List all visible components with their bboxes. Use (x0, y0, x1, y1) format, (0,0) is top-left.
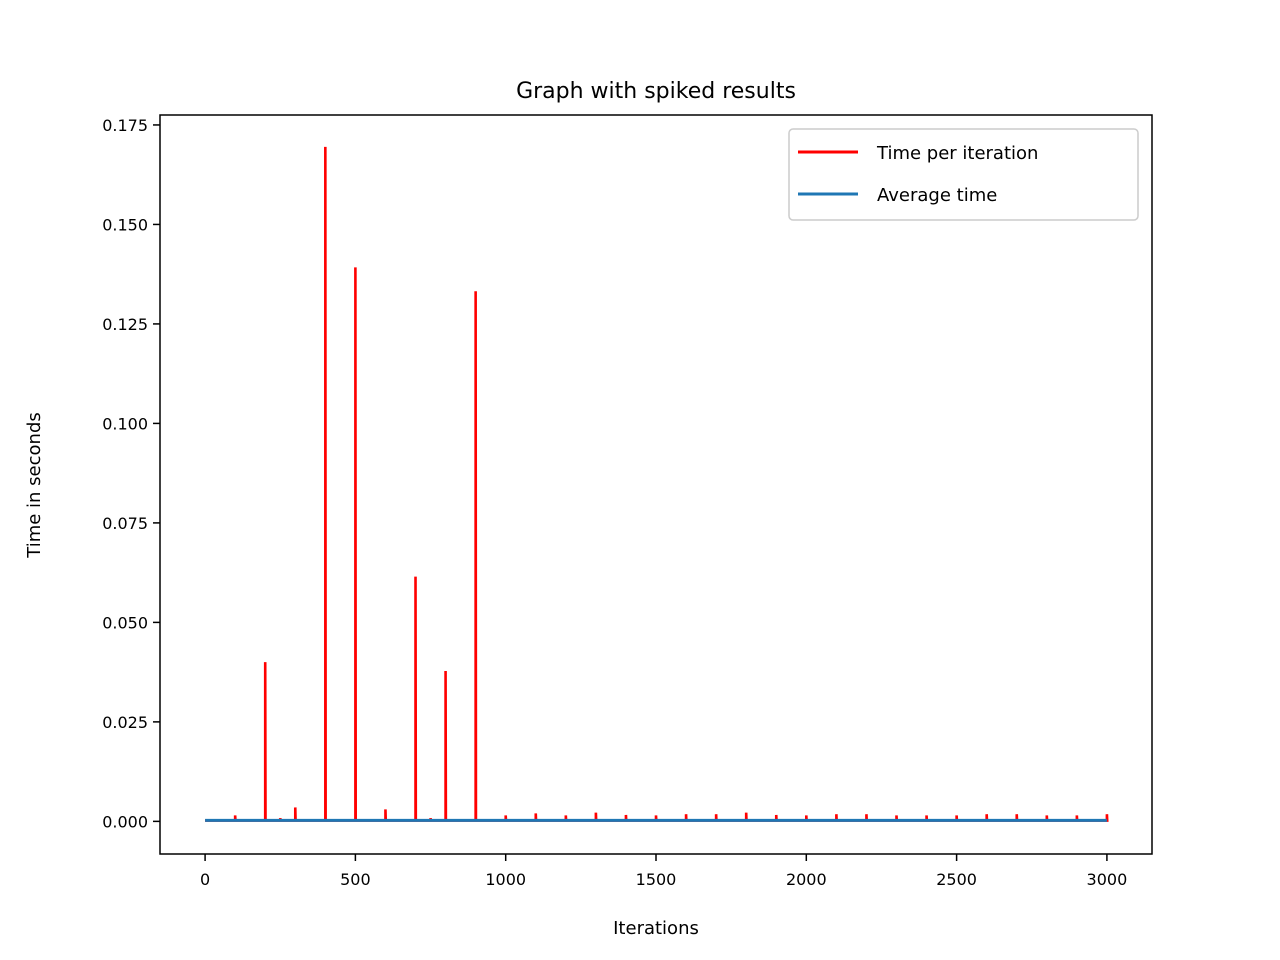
y-axis: 0.000 0.025 0.050 0.075 0.100 0.125 0.150 0.175 (102, 116, 160, 831)
y-tick-label: 0.000 (102, 812, 148, 831)
chart-title: Graph with spiked results (516, 79, 796, 104)
legend-label-time-per-iteration: Time per iteration (876, 143, 1038, 164)
legend-box (788, 128, 1139, 221)
plot-lines (205, 146, 1109, 822)
x-tick-label: 2000 (786, 870, 827, 889)
x-tick-label: 500 (340, 870, 371, 889)
y-tick-label: 0.100 (102, 414, 148, 433)
y-tick-label: 0.175 (102, 116, 148, 135)
x-tick-label: 2500 (936, 870, 977, 889)
x-tick-label: 0 (200, 870, 210, 889)
y-tick-label: 0.150 (102, 215, 148, 234)
y-tick-label: 0.050 (102, 613, 148, 632)
x-axis-label: Iterations (613, 918, 699, 939)
y-tick-label: 0.075 (102, 514, 148, 533)
y-axis-label: Time in seconds (24, 412, 45, 558)
y-tick-label: 0.025 (102, 713, 148, 732)
x-tick-label: 3000 (1087, 870, 1128, 889)
legend: Time per iteration Average time (788, 128, 1139, 221)
x-axis: 0 500 1000 1500 2000 2500 3000 (200, 854, 1127, 889)
x-tick-label: 1000 (485, 870, 526, 889)
x-tick-label: 1500 (636, 870, 677, 889)
legend-label-average-time: Average time (877, 185, 997, 206)
y-tick-label: 0.125 (102, 315, 148, 334)
